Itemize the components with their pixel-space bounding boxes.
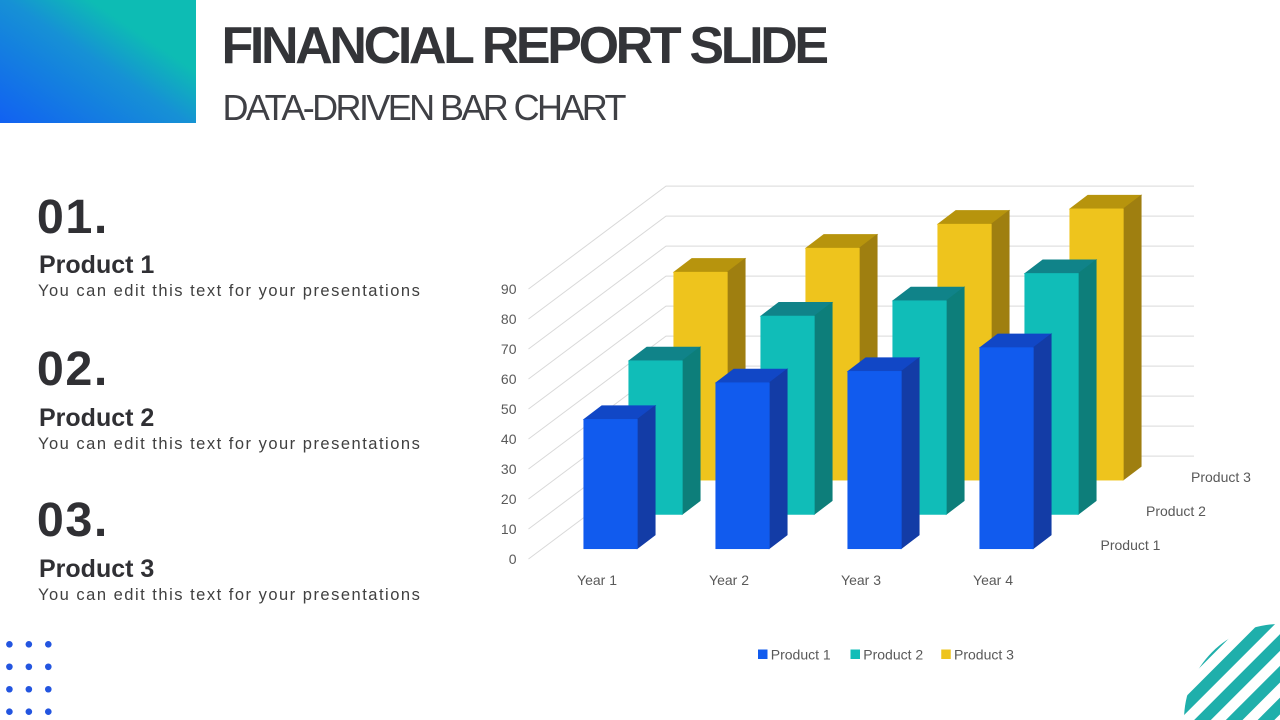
svg-text:20: 20 bbox=[501, 491, 517, 507]
svg-text:Year 2: Year 2 bbox=[709, 572, 749, 588]
svg-text:Product 1: Product 1 bbox=[771, 647, 831, 663]
svg-text:70: 70 bbox=[501, 341, 517, 357]
svg-text:30: 30 bbox=[501, 461, 517, 477]
svg-text:50: 50 bbox=[501, 401, 517, 417]
svg-text:Product 2: Product 2 bbox=[1146, 503, 1206, 519]
svg-text:0: 0 bbox=[509, 551, 517, 567]
svg-text:60: 60 bbox=[501, 371, 517, 387]
svg-text:Product 1: Product 1 bbox=[1101, 537, 1161, 553]
svg-text:90: 90 bbox=[501, 281, 517, 297]
svg-text:40: 40 bbox=[501, 431, 517, 447]
svg-text:Product 3: Product 3 bbox=[1191, 469, 1251, 485]
svg-text:80: 80 bbox=[501, 311, 517, 327]
svg-text:Year 4: Year 4 bbox=[973, 572, 1013, 588]
svg-text:Product 3: Product 3 bbox=[954, 647, 1014, 663]
svg-text:Year 1: Year 1 bbox=[577, 572, 617, 588]
svg-text:10: 10 bbox=[501, 521, 517, 537]
svg-text:Year 3: Year 3 bbox=[841, 572, 881, 588]
svg-text:Product 2: Product 2 bbox=[863, 647, 923, 663]
